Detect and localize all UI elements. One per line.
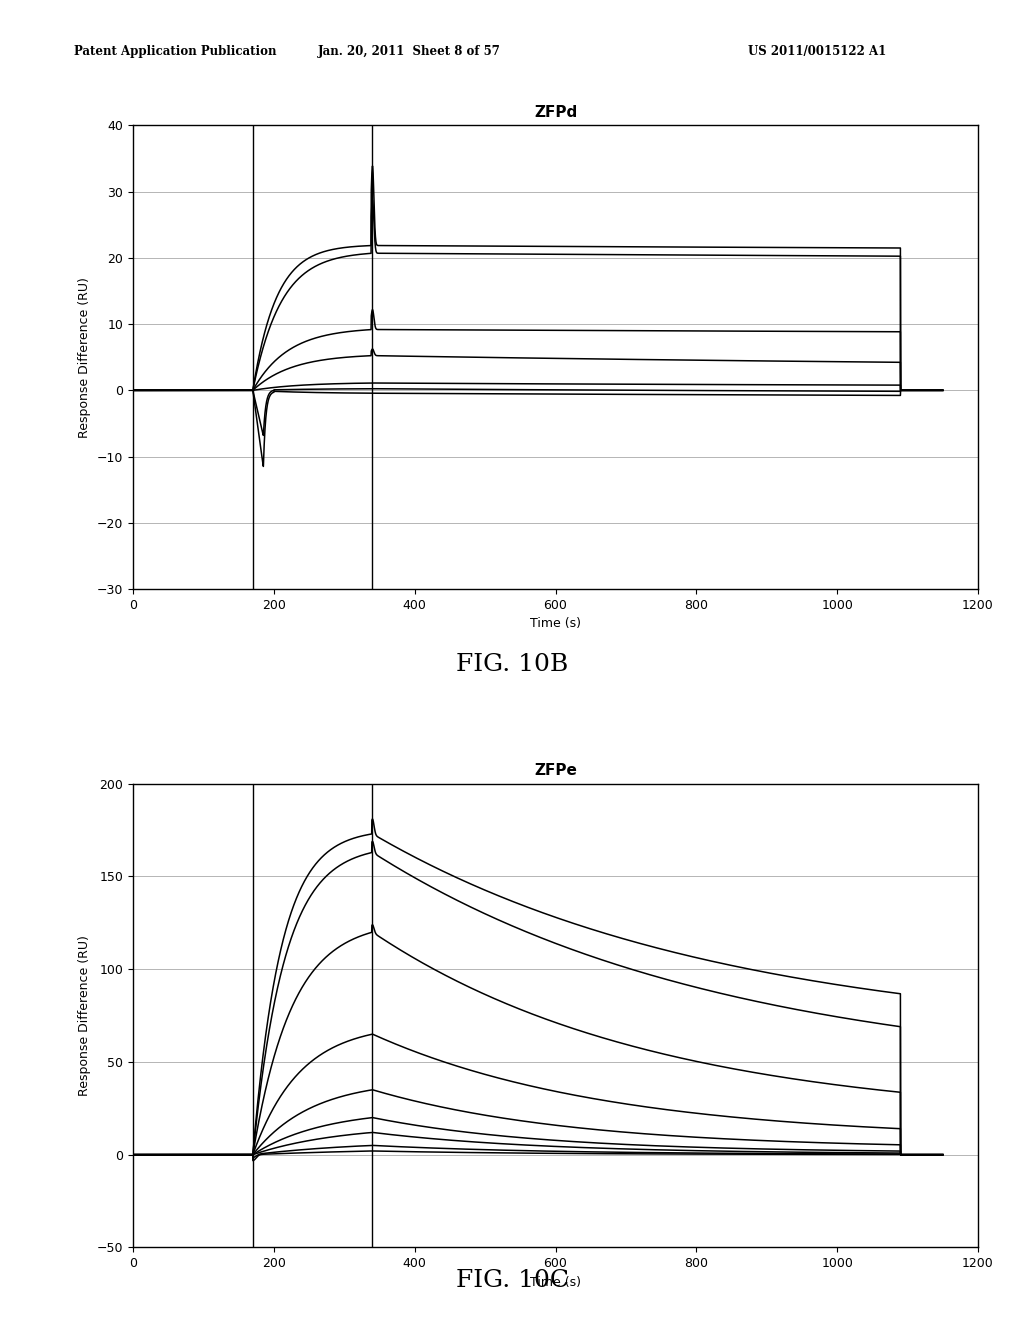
Y-axis label: Response Difference (RU): Response Difference (RU) <box>79 935 91 1096</box>
Title: ZFPe: ZFPe <box>535 763 577 779</box>
Text: FIG. 10B: FIG. 10B <box>456 652 568 676</box>
X-axis label: Time (s): Time (s) <box>530 618 581 631</box>
Text: Jan. 20, 2011  Sheet 8 of 57: Jan. 20, 2011 Sheet 8 of 57 <box>318 45 501 58</box>
Text: Patent Application Publication: Patent Application Publication <box>74 45 276 58</box>
X-axis label: Time (s): Time (s) <box>530 1275 581 1288</box>
Text: US 2011/0015122 A1: US 2011/0015122 A1 <box>748 45 886 58</box>
Title: ZFPd: ZFPd <box>534 106 578 120</box>
Text: FIG. 10C: FIG. 10C <box>456 1269 568 1292</box>
Y-axis label: Response Difference (RU): Response Difference (RU) <box>79 277 91 438</box>
